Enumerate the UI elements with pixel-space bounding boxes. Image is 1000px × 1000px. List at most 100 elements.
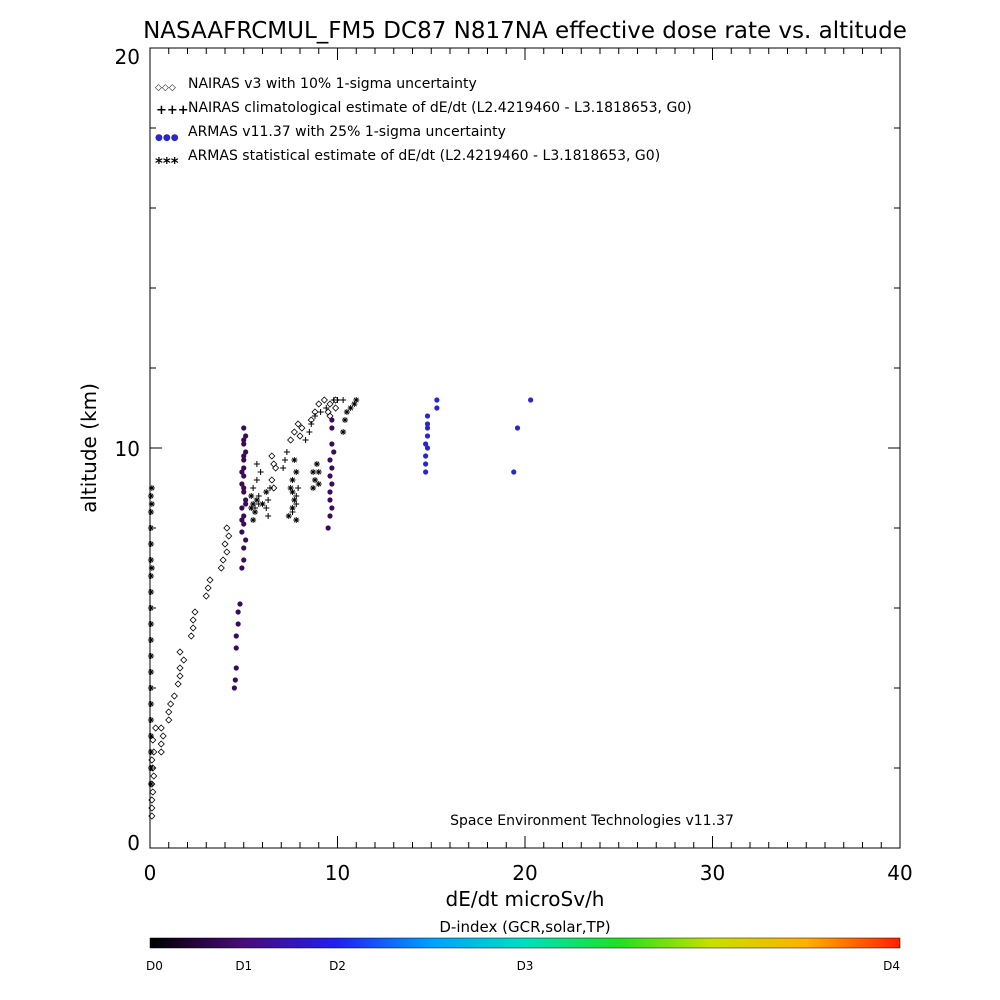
point-plus [323, 405, 330, 411]
point-asterisk [293, 517, 300, 523]
point-dot [241, 473, 247, 479]
point-dot [239, 565, 245, 571]
point-dot [327, 473, 333, 479]
point-asterisk [289, 477, 296, 483]
point-dot [424, 413, 431, 419]
point-dot [327, 457, 333, 463]
legend-label: ARMAS statistical estimate of dE/dt (L2.… [188, 148, 660, 164]
colorbar-tick-label: D4 [883, 959, 900, 973]
point-diamond [320, 396, 328, 404]
y-axis-label: altitude (km) [77, 383, 101, 513]
point-dot [243, 501, 249, 507]
colorbar-tick-label: D1 [235, 959, 252, 973]
colorbar-gradient [149, 937, 901, 949]
legend-label: NAIRAS v3 with 10% 1-sigma uncertainty [188, 76, 477, 92]
point-dot [329, 425, 335, 431]
point-asterisk [253, 497, 260, 503]
point-dot [423, 461, 429, 467]
point-diamond [272, 464, 280, 472]
point-diamond [165, 716, 173, 724]
point-diamond [298, 424, 306, 432]
point-dot [233, 633, 239, 639]
point-dot [329, 417, 335, 423]
point-plus [267, 485, 273, 491]
point-diamond [187, 632, 195, 640]
point-plus [334, 397, 341, 403]
point-asterisk [147, 493, 154, 499]
point-asterisk [250, 517, 257, 523]
point-diamond [225, 532, 233, 540]
point-asterisk [248, 505, 255, 511]
point-plus [250, 485, 257, 491]
point-plus [312, 413, 318, 419]
point-asterisk [147, 765, 154, 771]
point-plus [257, 469, 264, 475]
point-asterisk [147, 621, 154, 627]
point-diamond [165, 708, 173, 716]
point-diamond [206, 576, 214, 584]
point-diamond [202, 592, 210, 600]
point-diamond [157, 748, 165, 756]
point-dot [241, 513, 247, 519]
point-dot [239, 469, 245, 475]
point-asterisk [147, 701, 154, 707]
colorbar-title: D-index (GCR,solar,TP) [439, 918, 610, 936]
point-plus [295, 485, 302, 491]
point-asterisk [342, 417, 348, 423]
colorbar-tick-label: D2 [329, 959, 346, 973]
point-dot [241, 489, 247, 495]
point-dot [434, 405, 440, 411]
annotation-credit: Space Environment Technologies v11.37 [450, 813, 734, 829]
point-asterisk [259, 501, 266, 507]
point-diamond [332, 404, 340, 412]
point-asterisk [248, 493, 255, 499]
point-asterisk [147, 589, 154, 595]
y-tick-label: 20 [115, 45, 140, 69]
point-dot [423, 453, 429, 459]
colorbar-ticks: D0 D1 D2 D3 D4 [146, 959, 900, 973]
point-diamond [296, 432, 304, 440]
point-diamond [157, 724, 165, 732]
legend-symbol-diamond: ◇◇◇ [155, 83, 176, 93]
point-asterisk [315, 469, 322, 475]
point-dot [243, 449, 249, 455]
point-plus [306, 429, 313, 435]
point-asterisk [340, 429, 347, 435]
point-plus [265, 513, 272, 519]
point-asterisk [315, 481, 322, 487]
y-axis: 0 10 20 altitude (km) [77, 45, 140, 855]
point-diamond [294, 420, 302, 428]
point-diamond [221, 540, 229, 548]
plot-frame [149, 47, 901, 849]
point-diamond [176, 664, 184, 672]
y-tick-label: 10 [115, 437, 140, 461]
point-dot [237, 601, 243, 607]
point-dot [423, 469, 429, 475]
plot-area [147, 47, 901, 849]
point-diamond [270, 484, 278, 492]
x-tick-label: 20 [512, 861, 537, 885]
point-asterisk [147, 781, 154, 787]
point-dot [423, 441, 429, 447]
point-plus [263, 505, 270, 511]
point-dot [243, 497, 249, 503]
point-asterisk [293, 469, 300, 475]
point-diamond [159, 732, 167, 740]
legend-label: ARMAS v11.37 with 25% 1-sigma uncertaint… [188, 124, 506, 140]
point-diamond [268, 476, 276, 484]
point-diamond [290, 428, 298, 436]
point-asterisk [312, 477, 318, 483]
point-diamond [176, 648, 184, 656]
point-dot [239, 529, 245, 535]
point-asterisk [287, 485, 294, 491]
point-dot [233, 665, 239, 671]
point-asterisk [347, 405, 354, 411]
point-dot [241, 453, 247, 459]
legend-label: NAIRAS climatological estimate of dE/dt … [188, 100, 692, 116]
point-dot [233, 645, 239, 651]
point-dot [241, 457, 247, 463]
point-dot [241, 465, 247, 471]
point-plus [265, 497, 272, 503]
point-asterisk [289, 489, 296, 495]
point-diamond [167, 700, 175, 708]
